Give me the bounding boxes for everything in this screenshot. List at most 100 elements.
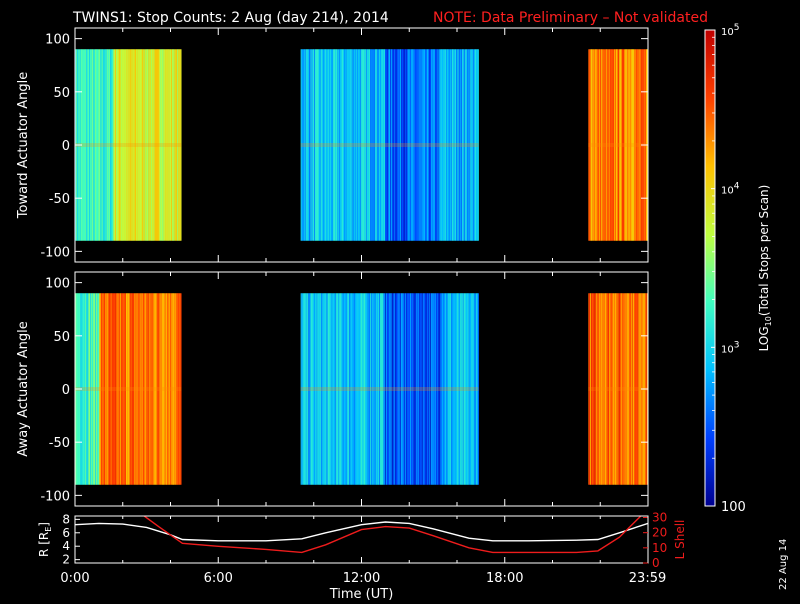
- heatmap-column: [380, 49, 383, 241]
- heatmap-column: [389, 49, 391, 241]
- heatmap-column: [595, 293, 597, 485]
- heatmap-column: [466, 49, 469, 241]
- heatmap-column: [324, 293, 327, 485]
- heatmap-column: [476, 293, 478, 485]
- chart-title: TWINS1: Stop Counts: 2 Aug (day 214), 20…: [72, 10, 389, 26]
- heatmap-column: [113, 49, 115, 241]
- heatmap-column: [354, 293, 357, 485]
- heatmap-column: [333, 293, 335, 485]
- heatmap-column: [471, 49, 474, 241]
- heatmap-column: [427, 293, 429, 485]
- heatmap-column: [106, 293, 108, 485]
- heatmap-column: [388, 293, 390, 485]
- heatmap-column: [304, 293, 307, 485]
- heatmap-column: [156, 293, 159, 485]
- heatmap-column: [115, 293, 117, 485]
- y-axis-label-end: ]: [37, 522, 51, 527]
- heatmap-column: [396, 293, 398, 485]
- heatmap-column: [621, 293, 623, 485]
- heatmap-column: [344, 293, 347, 485]
- heatmap-column: [639, 49, 641, 241]
- heatmap-column: [336, 293, 338, 485]
- heatmap-column: [393, 293, 395, 485]
- away-angle-panel: 100 50 0 -50 -100 Away Actuator Angle: [16, 271, 649, 507]
- heatmap-column: [360, 49, 363, 241]
- heatmap-column: [610, 49, 613, 241]
- heatmap-column: [85, 293, 87, 485]
- heatmap-column: [421, 293, 424, 485]
- heatmap-column: [448, 49, 450, 241]
- heatmap-column: [91, 293, 93, 485]
- heatmap-column: [339, 293, 341, 485]
- heatmap-column: [327, 49, 329, 241]
- heatmap-column: [116, 293, 119, 485]
- colorbar-title: LOG10(Total Stops per Scan): [757, 185, 773, 352]
- heatmap-column: [310, 49, 312, 241]
- heatmap-column: [107, 293, 109, 485]
- heatmap-column: [443, 293, 445, 485]
- heatmap-column: [636, 293, 639, 485]
- heatmap-column: [375, 49, 378, 241]
- heatmap-column: [395, 293, 398, 485]
- heatmap-column: [148, 49, 150, 241]
- colorbar-tick-label: 100: [721, 500, 746, 515]
- heatmap-column: [110, 49, 112, 241]
- heatmap-column: [145, 293, 147, 485]
- heatmap-column: [347, 49, 349, 241]
- heatmap-column: [430, 49, 432, 241]
- heatmap-column: [303, 293, 305, 485]
- y-axis-label: R [RE]: [37, 522, 53, 557]
- heatmap-column: [82, 293, 84, 485]
- y-tick-label: 100: [45, 33, 70, 48]
- heatmap-column: [350, 293, 352, 485]
- heatmap-column: [85, 293, 88, 485]
- heatmap-column: [397, 293, 399, 485]
- heatmap-column: [164, 49, 166, 241]
- heatmap-column: [414, 49, 416, 241]
- heatmap-column: [460, 49, 462, 241]
- heatmap-column: [161, 293, 163, 485]
- heatmap-column: [459, 293, 461, 485]
- heatmap-column: [437, 293, 439, 485]
- heatmap-column: [100, 49, 103, 241]
- heatmap-column: [113, 293, 115, 485]
- heatmap-column: [590, 293, 593, 485]
- heatmap-column: [96, 293, 98, 485]
- heatmap-column: [306, 49, 308, 241]
- heatmap-column: [132, 293, 134, 485]
- heatmap-column: [461, 49, 463, 241]
- heatmap-column: [97, 49, 99, 241]
- y-tick-label: -100: [40, 489, 70, 504]
- radius-line: [75, 521, 648, 542]
- heatmap-column: [465, 49, 467, 241]
- heatmap-column: [380, 293, 382, 485]
- heatmap-column: [160, 49, 162, 241]
- heatmap-column: [604, 293, 606, 485]
- heatmap-column: [411, 293, 413, 485]
- x-axis-label: Time (UT): [329, 587, 394, 600]
- heatmap-column: [409, 293, 411, 485]
- heatmap-column: [310, 293, 312, 485]
- heatmap-column: [342, 49, 344, 241]
- heatmap-column: [372, 293, 374, 485]
- heatmap-column: [394, 293, 396, 485]
- heatmap-column: [637, 293, 639, 485]
- heatmap-column: [158, 293, 160, 485]
- heatmap-column: [154, 293, 156, 485]
- heatmap-column: [326, 49, 328, 241]
- heatmap-column: [420, 293, 423, 485]
- heatmap-column: [441, 293, 443, 485]
- heatmap-column: [125, 293, 128, 485]
- heatmap-column: [447, 293, 449, 485]
- heatmap-column: [151, 49, 154, 241]
- heatmap-column: [461, 293, 463, 485]
- heatmap-column: [457, 49, 459, 241]
- heatmap-column: [145, 49, 147, 241]
- heatmap-column: [162, 293, 164, 485]
- heatmap-column: [163, 293, 165, 485]
- heatmap-column: [463, 293, 465, 485]
- heatmap-column: [92, 49, 94, 241]
- heatmap-column: [602, 293, 604, 485]
- heatmap-column: [430, 293, 433, 485]
- heatmap-column: [435, 49, 437, 241]
